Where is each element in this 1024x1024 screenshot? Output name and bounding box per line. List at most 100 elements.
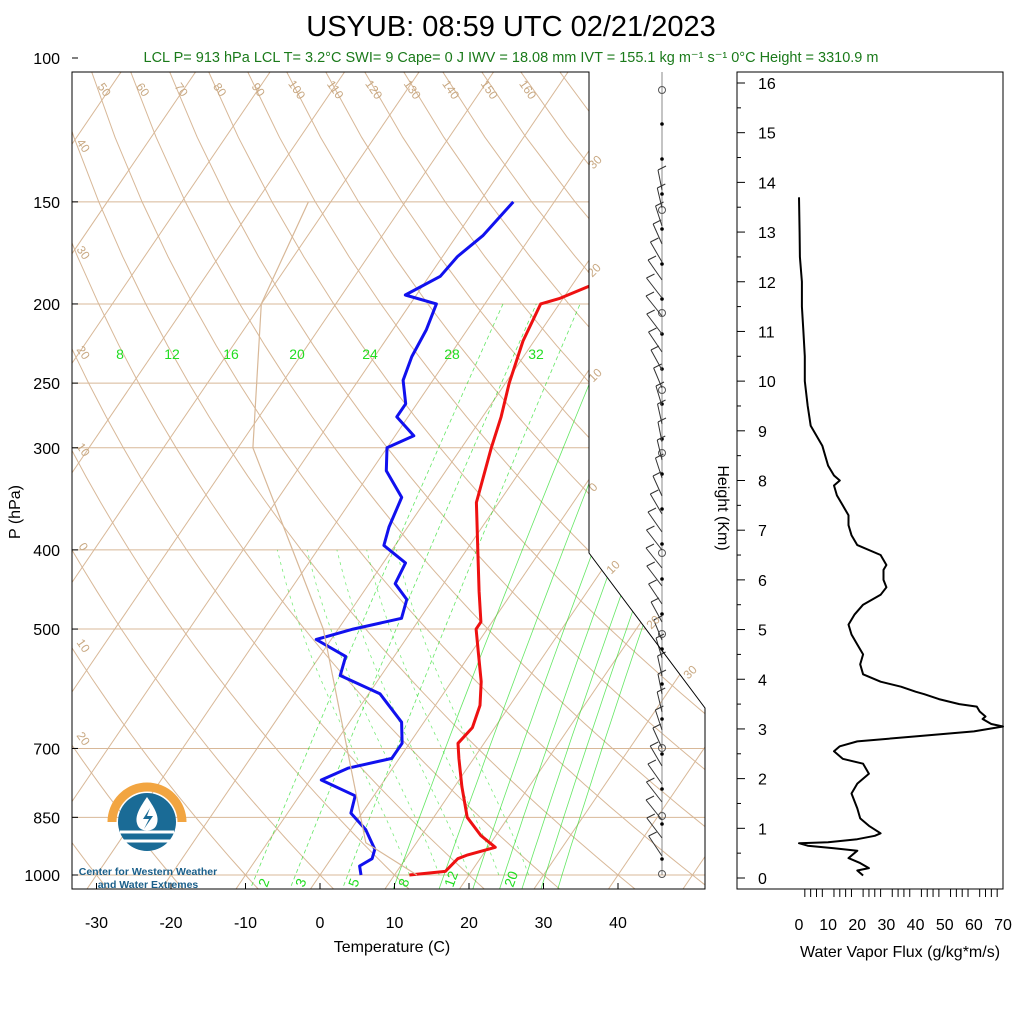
wind-barb-feather [645,795,655,801]
pressure-tick-label: 300 [33,441,60,458]
height-axis-label: Height (Km) [714,465,731,550]
wind-barb-feather [648,579,657,585]
wind-barb [653,367,663,389]
flux-tick-label: 60 [965,917,983,934]
flux-tick-label: 20 [848,917,866,934]
skewt-series [252,200,679,877]
flux-tick-label: 70 [994,917,1012,934]
mixing-ratio-label: 32 [528,346,544,362]
wind-barb-feather [646,561,655,567]
wind-barb [648,331,663,353]
dry-adiabat-line [72,72,111,889]
isotherm-right-label: 10 [603,557,623,577]
isotherm-left-label: 40 [74,136,93,155]
isotherm-top-label: 120 [362,77,385,102]
wind-barb-feather [646,525,655,531]
isotherm-line [72,72,218,889]
wind-level-dot [660,752,664,756]
isotherm-left-label: 10 [74,440,93,459]
logo-text-line2: and Water Extremes [98,879,199,891]
wind-barb [646,277,663,299]
wind-barb-feather [655,381,665,387]
height-tick-label: 10 [758,374,776,391]
mixing-ratio-label: 24 [362,346,378,362]
wind-barb-feather [657,435,666,441]
wind-barb [645,295,663,317]
flux-tick-label: 40 [907,917,925,934]
temperature-axis-label: Temperature (C) [334,939,450,956]
wind-barb [646,781,663,803]
isotherm-top-label: 150 [478,77,501,102]
wind-barb [656,439,663,461]
wind-barb [645,547,663,569]
mixing-ratio-bottom-label: 5 [345,876,363,889]
pressure-tick-label: 150 [33,195,60,212]
wind-barb [654,709,663,731]
height-tick-label: 0 [758,871,767,888]
height-tick-label: 1 [758,821,767,838]
wind-barb-feather [645,291,655,297]
moist-adiabat-line [366,549,500,876]
calm-wind-circle [658,630,666,638]
wind-barb-feather [650,345,660,351]
isotherm-top-label: 90 [249,80,268,99]
wind-barb-feather [650,237,659,243]
wind-barb [646,565,663,587]
height-tick-label: 15 [758,126,776,143]
wind-barb-feather [646,777,655,783]
isotherm-line [72,72,591,889]
calm-wind-circle [658,86,666,94]
wind-barbs [645,72,667,878]
height-tick-label: 9 [758,424,767,441]
isotherm-line [72,72,442,889]
isotherm-top-label: 50 [95,80,114,99]
mixing-ratio-line [340,303,581,889]
isotherm-line [84,72,665,889]
dry-adiabat-line [72,72,489,889]
height-tick-label: 3 [758,722,767,739]
height-tick-label: 12 [758,275,776,292]
wind-barb [645,799,663,821]
mixing-ratio-label: 12 [164,346,180,362]
pressure-tick-label: 850 [33,810,60,827]
isotherm-top-label: 160 [516,77,539,102]
wind-barb-feather [645,543,655,549]
chart-subtitle: LCL P= 913 hPa LCL T= 3.2°C SWI= 9 Cape=… [144,50,879,66]
mixing-ratio-bottom-label: 3 [292,876,310,889]
wind-barb-feather [650,597,660,603]
wind-barb [646,529,663,551]
flux-axis-label: Water Vapor Flux (g/kg*m/s) [800,944,1000,961]
dry-adiabat-line [72,72,187,889]
mixing-ratio-label: 8 [116,346,124,362]
isotherm-line [0,40,68,893]
wind-barb [654,457,663,479]
dry-adiabat-line [72,72,262,889]
flux-tick-label: 0 [795,917,804,934]
wind-barb-feather [657,417,667,423]
mixing-ratio-line [391,303,623,889]
flux-series [798,197,1004,877]
parcel-line [252,201,418,876]
wind-barb [657,673,663,695]
isotherm-line [755,40,1024,893]
isotherm-top-label: 80 [210,80,229,99]
dry-adiabat-line [317,72,705,889]
isotherm-top-label: 100 [285,77,308,102]
temperature-tick-label: -30 [85,915,108,932]
wind-barb-feather [646,309,655,315]
isotherm-left-label: 20 [74,729,93,748]
wind-barb-feather [648,831,657,837]
flux-tick-label: 50 [936,917,954,934]
pressure-tick-label: 1000 [24,868,60,885]
wind-level-dot [660,787,664,791]
wind-barb [653,619,663,641]
calm-wind-circle [658,744,666,752]
wind-barb [657,169,663,191]
logo-text-line1: Center for Western Weather [79,866,217,878]
wind-barb-feather [653,363,662,369]
pressure-axis-ticks: 100 150 200 250 300 400 500 700 850 1000 [24,51,78,885]
flux-frame [736,71,1004,890]
wind-level-dot [660,822,664,826]
